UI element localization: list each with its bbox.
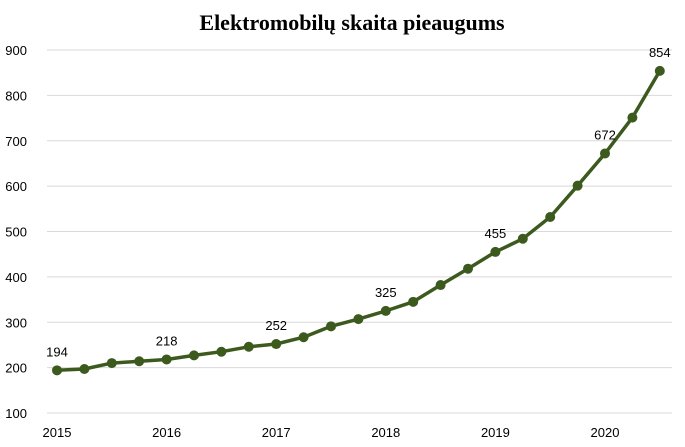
data-point bbox=[326, 321, 336, 332]
data-label: 252 bbox=[265, 318, 287, 333]
series-line bbox=[56, 70, 662, 373]
x-tick-label: 2020 bbox=[591, 425, 620, 440]
data-point bbox=[79, 363, 90, 374]
data-point bbox=[490, 246, 501, 257]
data-label: 672 bbox=[594, 127, 616, 142]
data-points bbox=[52, 65, 665, 376]
data-point bbox=[435, 280, 446, 291]
y-tick-label: 200 bbox=[5, 361, 27, 376]
x-tick-label: 2019 bbox=[481, 425, 510, 440]
y-tick-label: 700 bbox=[5, 134, 27, 149]
data-point bbox=[517, 233, 528, 244]
x-tick-label: 2018 bbox=[371, 425, 400, 440]
data-point bbox=[52, 365, 62, 376]
data-point bbox=[134, 356, 145, 367]
data-point bbox=[298, 332, 309, 343]
x-tick-label: 2015 bbox=[43, 425, 72, 440]
data-label: 194 bbox=[46, 344, 68, 359]
data-labels: 194 218 252 325 455 672 854 bbox=[46, 45, 671, 359]
data-label: 455 bbox=[485, 226, 507, 241]
y-tick-label: 400 bbox=[5, 270, 27, 285]
data-point bbox=[627, 112, 638, 123]
data-point bbox=[654, 65, 665, 76]
x-axis-ticks: 2015 2016 2017 2018 2019 2020 bbox=[43, 425, 620, 440]
data-label: 325 bbox=[375, 285, 397, 300]
data-point bbox=[572, 180, 583, 191]
data-point bbox=[271, 339, 282, 350]
data-point bbox=[353, 314, 364, 325]
data-point bbox=[408, 296, 419, 307]
data-point bbox=[463, 263, 473, 274]
y-tick-label: 300 bbox=[5, 315, 27, 330]
x-tick-label: 2016 bbox=[152, 425, 181, 440]
data-point bbox=[189, 350, 199, 361]
data-label: 854 bbox=[649, 45, 671, 60]
data-label: 218 bbox=[156, 333, 178, 348]
y-tick-label: 500 bbox=[5, 225, 27, 240]
chart-title: Elektromobilų skaita pieaugums bbox=[199, 10, 505, 35]
data-point bbox=[545, 211, 556, 222]
data-point bbox=[106, 358, 117, 369]
data-point bbox=[243, 341, 254, 352]
data-point bbox=[216, 346, 227, 357]
y-tick-label: 600 bbox=[5, 179, 27, 194]
y-tick-label: 900 bbox=[5, 43, 27, 58]
y-tick-label: 100 bbox=[5, 406, 27, 421]
y-tick-label: 800 bbox=[5, 88, 27, 103]
grid-lines bbox=[47, 49, 672, 414]
data-point bbox=[600, 148, 610, 159]
data-point bbox=[161, 354, 172, 365]
y-axis-ticks: 100 200 300 400 500 600 700 800 900 bbox=[5, 43, 27, 421]
x-tick-label: 2017 bbox=[262, 425, 291, 440]
data-point bbox=[380, 305, 391, 316]
